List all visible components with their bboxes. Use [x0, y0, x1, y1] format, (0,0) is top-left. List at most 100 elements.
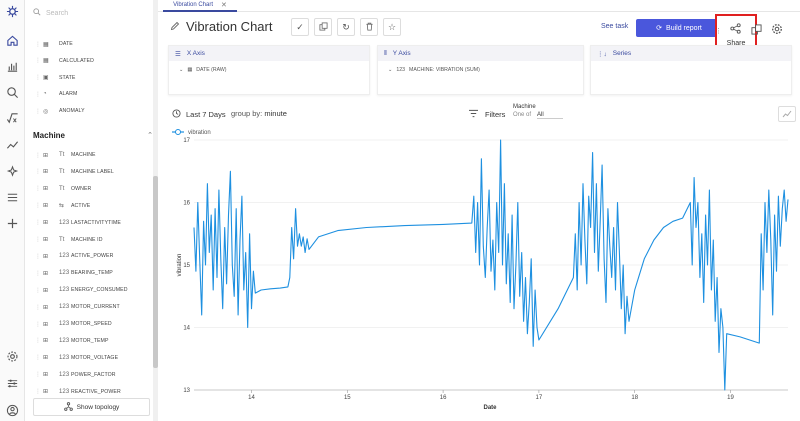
drag-handle-icon[interactable]: ⋮: [35, 355, 42, 362]
machine-section-header[interactable]: Machine ⌃: [33, 129, 153, 141]
favorite-button[interactable]: ☆: [383, 18, 401, 36]
chevron-down-icon[interactable]: ⌄: [388, 67, 393, 73]
x-axis-card[interactable]: ☰ X Axis ⌄ ▦ DATE (RAW): [168, 45, 370, 95]
expand-icon[interactable]: ⊞: [43, 270, 49, 277]
x-axis-value[interactable]: DATE (RAW): [196, 67, 227, 73]
show-topology-button[interactable]: Show topology: [33, 398, 150, 416]
duplicate-button[interactable]: [314, 18, 332, 36]
field-active-power[interactable]: ⋮ ⊞ 123 ACTIVE_POWER: [25, 249, 155, 263]
expand-icon[interactable]: ⊞: [43, 304, 49, 311]
series-card[interactable]: ⋮↓ Series: [590, 45, 792, 95]
expand-icon[interactable]: ⊞: [43, 203, 49, 210]
search-analytics-icon[interactable]: [5, 85, 19, 99]
expand-icon[interactable]: ⊞: [43, 169, 49, 176]
field-state[interactable]: ⋮ ▣ STATE: [25, 71, 155, 85]
expand-icon[interactable]: ⊞: [43, 338, 49, 345]
drag-handle-icon[interactable]: ⋮: [35, 220, 42, 227]
formula-icon[interactable]: [5, 111, 19, 125]
refresh-button[interactable]: ↻: [337, 18, 355, 36]
field-alarm[interactable]: ⋮ ◔ ALARM: [25, 87, 155, 101]
drag-handle-icon[interactable]: ⋮: [35, 169, 42, 176]
y-axis-value[interactable]: MACHINE: VIBRATION (SUM): [409, 67, 480, 73]
home-icon[interactable]: [5, 33, 19, 47]
user-icon[interactable]: [5, 403, 19, 417]
plus-icon[interactable]: [5, 216, 19, 230]
field-motor-voltage[interactable]: ⋮ ⊞ 123 MOTOR_VOLTAGE: [25, 351, 155, 365]
drag-handle-icon[interactable]: ⋮: [35, 321, 42, 328]
drag-handle-icon[interactable]: ⋮: [35, 75, 42, 82]
drag-handle-icon[interactable]: ⋮: [35, 108, 42, 115]
expand-icon[interactable]: ⊞: [43, 355, 49, 362]
field-calculated[interactable]: ⋮ ▦ CALCULATED: [25, 54, 155, 68]
filters-button[interactable]: Filters: [468, 109, 505, 120]
expand-icon[interactable]: ⊞: [43, 186, 49, 193]
chart-type-button[interactable]: [778, 106, 796, 122]
drag-handle-icon[interactable]: ⋮: [35, 203, 42, 210]
search-input[interactable]: Search: [46, 9, 69, 17]
drag-handle-icon[interactable]: ⋮: [35, 237, 42, 243]
settings-icon[interactable]: [5, 349, 19, 363]
close-tab-icon[interactable]: ✕: [221, 2, 227, 9]
search-bar[interactable]: Search: [33, 6, 153, 20]
drag-handle-icon[interactable]: ⋮: [35, 304, 42, 311]
field-motor-current[interactable]: ⋮ ⊞ 123 MOTOR_CURRENT: [25, 300, 155, 314]
field-owner[interactable]: ⋮ ⊞ Tt OWNER: [25, 182, 155, 196]
field-active[interactable]: ⋮ ⊞ ⇆ ACTIVE: [25, 199, 155, 213]
sparkle-icon[interactable]: [5, 164, 19, 178]
drag-handle-icon[interactable]: ⋮: [35, 91, 42, 98]
expand-icon[interactable]: ⊞: [43, 321, 49, 328]
field-power-factor[interactable]: ⋮ ⊞ 123 POWER_FACTOR: [25, 368, 155, 382]
field-motor-speed[interactable]: ⋮ ⊞ 123 MOTOR_SPEED: [25, 317, 155, 331]
more-options-icon[interactable]: ⋮: [715, 28, 722, 35]
sliders-icon[interactable]: [5, 376, 19, 390]
delete-button[interactable]: [360, 18, 378, 36]
expand-icon[interactable]: ⊞: [43, 389, 49, 396]
panel-scrollbar[interactable]: [153, 0, 158, 421]
expand-icon[interactable]: ⊞: [43, 253, 49, 260]
field-bearing-temp[interactable]: ⋮ ⊞ 123 BEARING_TEMP: [25, 266, 155, 280]
copy-link-icon[interactable]: [751, 22, 762, 40]
expand-icon[interactable]: ⊞: [43, 287, 49, 294]
build-report-button[interactable]: ⟳ Build report: [636, 19, 722, 37]
field-machine-id[interactable]: ⋮ ⊞ Tt MACHINE ID: [25, 233, 155, 247]
trend-icon[interactable]: [5, 137, 19, 151]
expand-icon[interactable]: ⊞: [43, 372, 49, 379]
drag-handle-icon[interactable]: ⋮: [35, 253, 42, 260]
chart-legend[interactable]: vibration: [172, 129, 211, 137]
machine-filter[interactable]: Machine One of All: [513, 104, 564, 119]
field-date[interactable]: ⋮ ▦ DATE: [25, 37, 155, 51]
time-period-selector[interactable]: Last 7 Days: [172, 109, 226, 120]
chevron-up-icon[interactable]: ⌃: [147, 132, 153, 139]
see-task-link[interactable]: See task: [601, 23, 629, 30]
expand-icon[interactable]: ⊞: [43, 220, 49, 227]
group-by-selector[interactable]: group by: minute: [231, 109, 287, 118]
field-reactive-power[interactable]: ⋮ ⊞ 123 REACTIVE_POWER: [25, 385, 155, 399]
expand-icon[interactable]: ⊞: [43, 152, 49, 159]
field-motor-temp[interactable]: ⋮ ⊞ 123 MOTOR_TEMP: [25, 334, 155, 348]
drag-handle-icon[interactable]: ⋮: [35, 287, 42, 294]
field-machine[interactable]: ⋮ ⊞ Tt MACHINE: [25, 148, 155, 162]
chart-title-text[interactable]: Vibration Chart: [186, 19, 273, 34]
scrollbar-thumb[interactable]: [153, 176, 158, 368]
gear-icon[interactable]: [771, 22, 783, 40]
chevron-down-icon[interactable]: ⌄: [179, 67, 184, 73]
drag-handle-icon[interactable]: ⋮: [35, 372, 42, 379]
drag-handle-icon[interactable]: ⋮: [35, 41, 42, 48]
drag-handle-icon[interactable]: ⋮: [35, 389, 42, 396]
app-logo-icon[interactable]: [5, 4, 19, 18]
pencil-icon[interactable]: [170, 19, 180, 34]
field-machine-label[interactable]: ⋮ ⊞ Tt MACHINE LABEL: [25, 165, 155, 179]
check-button[interactable]: ✓: [291, 18, 309, 36]
expand-icon[interactable]: ⊞: [43, 237, 49, 243]
drag-handle-icon[interactable]: ⋮: [35, 152, 42, 159]
bar-chart-icon[interactable]: [5, 59, 19, 73]
vibration-line-chart[interactable]: 13 14 15 16 17 14 15 16 17 18 19 vibration vibrat…: [158, 125, 800, 415]
tab-vibration-chart[interactable]: Vibration Chart ✕: [163, 0, 237, 12]
field-energy-consumed[interactable]: ⋮ ⊞ 123 ENERGY_CONSUMED: [25, 283, 155, 297]
machine-filter-value[interactable]: All: [537, 112, 564, 119]
drag-handle-icon[interactable]: ⋮: [35, 58, 42, 65]
field-lastactivitytime[interactable]: ⋮ ⊞ 123 LASTACTIVITYTIME: [25, 216, 155, 230]
y-axis-card[interactable]: ⫴ Y Axis ⌄ 123 MACHINE: VIBRATION (SUM): [377, 45, 584, 95]
drag-handle-icon[interactable]: ⋮: [35, 270, 42, 277]
drag-handle-icon[interactable]: ⋮: [35, 338, 42, 345]
